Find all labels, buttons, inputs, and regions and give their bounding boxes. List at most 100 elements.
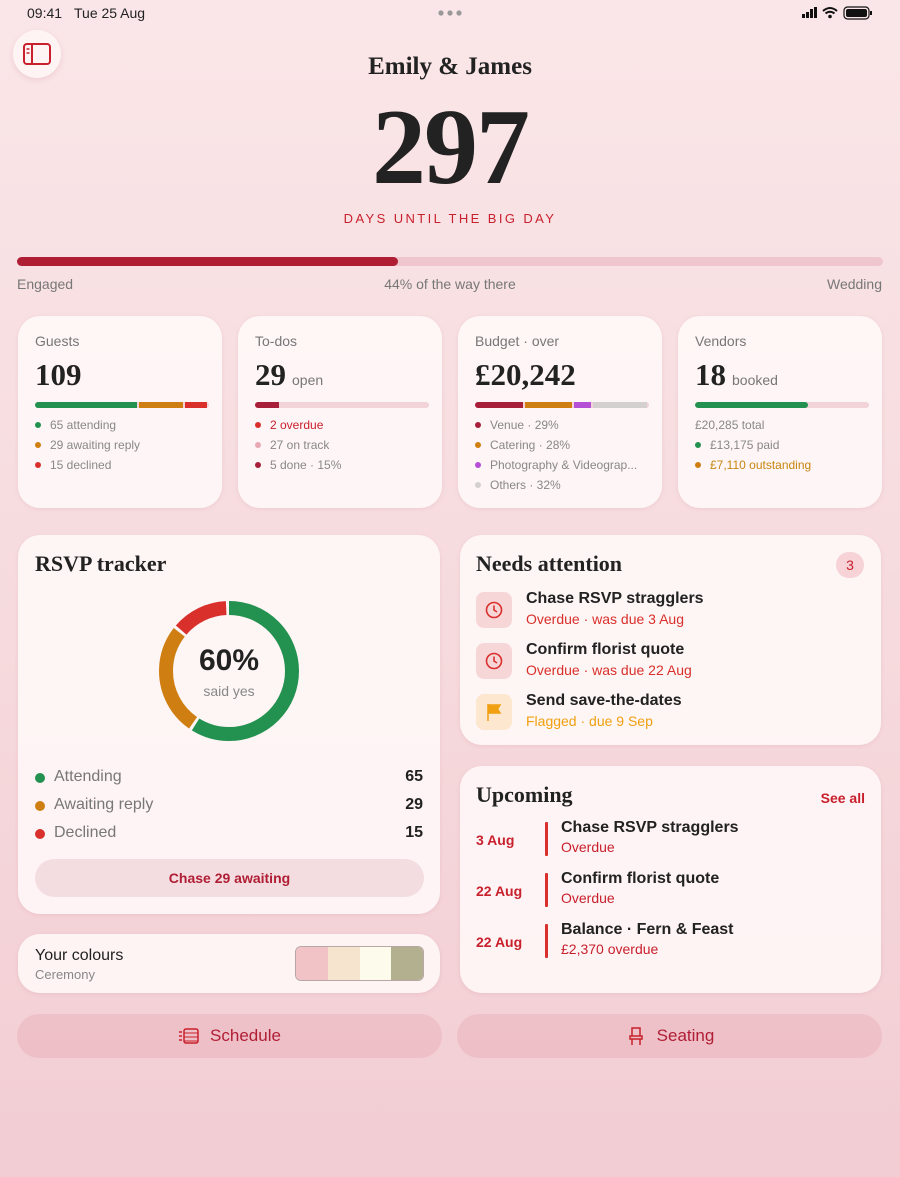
legend-label: 15 declined	[50, 458, 112, 472]
card-bar	[35, 402, 209, 408]
legend-dot	[255, 422, 261, 428]
clock-hands	[493, 656, 498, 664]
task-status: Overdue · was due 3 Aug	[526, 611, 684, 627]
clock-hands	[493, 605, 498, 613]
legend-dot	[35, 462, 41, 468]
event-status: Overdue	[561, 839, 615, 855]
legend-label: 27 on track	[270, 438, 330, 452]
legend-label: 5 done · 15%	[270, 458, 342, 472]
sidebar-button[interactable]	[13, 30, 61, 78]
legend-label: £20,285 total	[695, 418, 765, 432]
flag-icon	[487, 704, 502, 721]
legend-dot	[475, 442, 481, 448]
rsvp-row-value: 15	[405, 824, 423, 841]
progress-track	[17, 257, 883, 266]
upcoming-title: Upcoming	[476, 782, 573, 807]
bar-segment	[138, 402, 184, 408]
task-status: Flagged · due 9 Sep	[526, 713, 653, 729]
card-title: Guests	[35, 333, 80, 349]
bar-segment	[475, 402, 524, 408]
legend-dot	[35, 442, 41, 448]
progress-end: Wedding	[826, 276, 882, 292]
bar-segment	[255, 402, 280, 408]
colours-card: Your colours Ceremony	[18, 934, 440, 993]
nav-button[interactable]: Schedule	[17, 1014, 442, 1058]
legend-dot	[35, 829, 45, 839]
card-bar	[475, 402, 649, 408]
card-title: Vendors	[695, 333, 747, 349]
card-number-value: £20,242	[475, 357, 576, 392]
progress-start: Engaged	[17, 276, 74, 292]
colours-title: Your colours	[35, 947, 124, 964]
rsvp-row-value: 65	[405, 768, 423, 785]
bar-segment	[525, 402, 573, 408]
legend-label: 29 awaiting reply	[50, 438, 141, 452]
event-marker	[545, 873, 548, 907]
event-title[interactable]: Chase RSVP stragglers	[561, 819, 739, 836]
nav-button-label: Schedule	[210, 1026, 281, 1045]
rsvp-card: RSVP tracker 60% said yes Attending 65 Awaiti…	[18, 535, 440, 914]
legend-dot	[255, 442, 261, 448]
multitask-dots[interactable]	[437, 9, 463, 17]
task-icon	[476, 643, 512, 679]
task-icon	[476, 694, 512, 730]
legend-dot	[695, 442, 701, 448]
task-icon	[476, 592, 512, 628]
donut-segment	[159, 601, 299, 741]
days-caption: DAYS UNTIL THE BIG DAY	[343, 211, 557, 226]
swatch-strip[interactable]	[295, 946, 424, 981]
icon-part	[628, 1027, 643, 1045]
card-number-value: 109	[35, 357, 82, 392]
legend-label: Catering · 28%	[490, 438, 571, 452]
attention-title: Needs attention	[476, 551, 623, 576]
legend-dot	[255, 462, 261, 468]
bar-segment	[35, 402, 137, 408]
rsvp-title: RSVP tracker	[35, 551, 167, 576]
card-number-unit: open	[292, 372, 324, 388]
legend-label: 2 overdue	[270, 418, 324, 432]
rsvp-row-label: Attending	[54, 768, 122, 785]
status-icons	[802, 6, 872, 20]
see-all-link[interactable]: See all	[820, 790, 865, 806]
card-bar	[255, 402, 429, 408]
legend-dot	[35, 801, 45, 811]
event-date: 3 Aug	[476, 832, 515, 848]
rsvp-row-label: Declined	[54, 824, 117, 841]
event-status: £2,370 overdue	[561, 941, 659, 957]
card-title: To-dos	[255, 333, 298, 349]
event-title[interactable]: Balance · Fern & Feast	[561, 921, 734, 938]
progress-fill	[17, 257, 399, 266]
stat-card: Guests 109 65 attending 29 awaiting reply 15…	[18, 316, 222, 508]
task-title[interactable]: Confirm florist quote	[526, 641, 685, 658]
card-number: £20,242	[475, 357, 576, 393]
clock-icon	[485, 601, 503, 619]
task-status: Overdue · was due 22 Aug	[526, 662, 692, 678]
chase-button[interactable]: Chase 29 awaiting	[35, 859, 424, 897]
card-bar	[695, 402, 869, 408]
task-title[interactable]: Chase RSVP stragglers	[526, 590, 704, 607]
attention-badge: 3	[836, 552, 864, 578]
swatch	[391, 947, 423, 980]
card-number: 109	[35, 357, 82, 393]
event-marker	[545, 924, 548, 958]
icon-part	[183, 1028, 199, 1044]
donut-segment	[159, 601, 299, 741]
event-marker	[545, 822, 548, 856]
clock-face	[485, 601, 503, 619]
event-title[interactable]: Confirm florist quote	[561, 870, 720, 887]
status-date: Tue 25 Aug	[74, 5, 146, 21]
legend-dot	[35, 773, 45, 783]
clock-icon	[485, 652, 503, 670]
bar-segment	[593, 402, 647, 408]
task-title[interactable]: Send save-the-dates	[526, 692, 682, 709]
event-status: Overdue	[561, 890, 615, 906]
card-number: 18 booked	[695, 357, 778, 393]
nav-button[interactable]: Seating	[457, 1014, 882, 1058]
bar-segment	[695, 402, 808, 408]
button-icon	[628, 1027, 643, 1045]
card-number-value: 29	[255, 357, 286, 392]
event-date: 22 Aug	[476, 934, 523, 950]
legend-label: 65 attending	[50, 418, 117, 432]
status-time: 09:41	[27, 5, 63, 21]
